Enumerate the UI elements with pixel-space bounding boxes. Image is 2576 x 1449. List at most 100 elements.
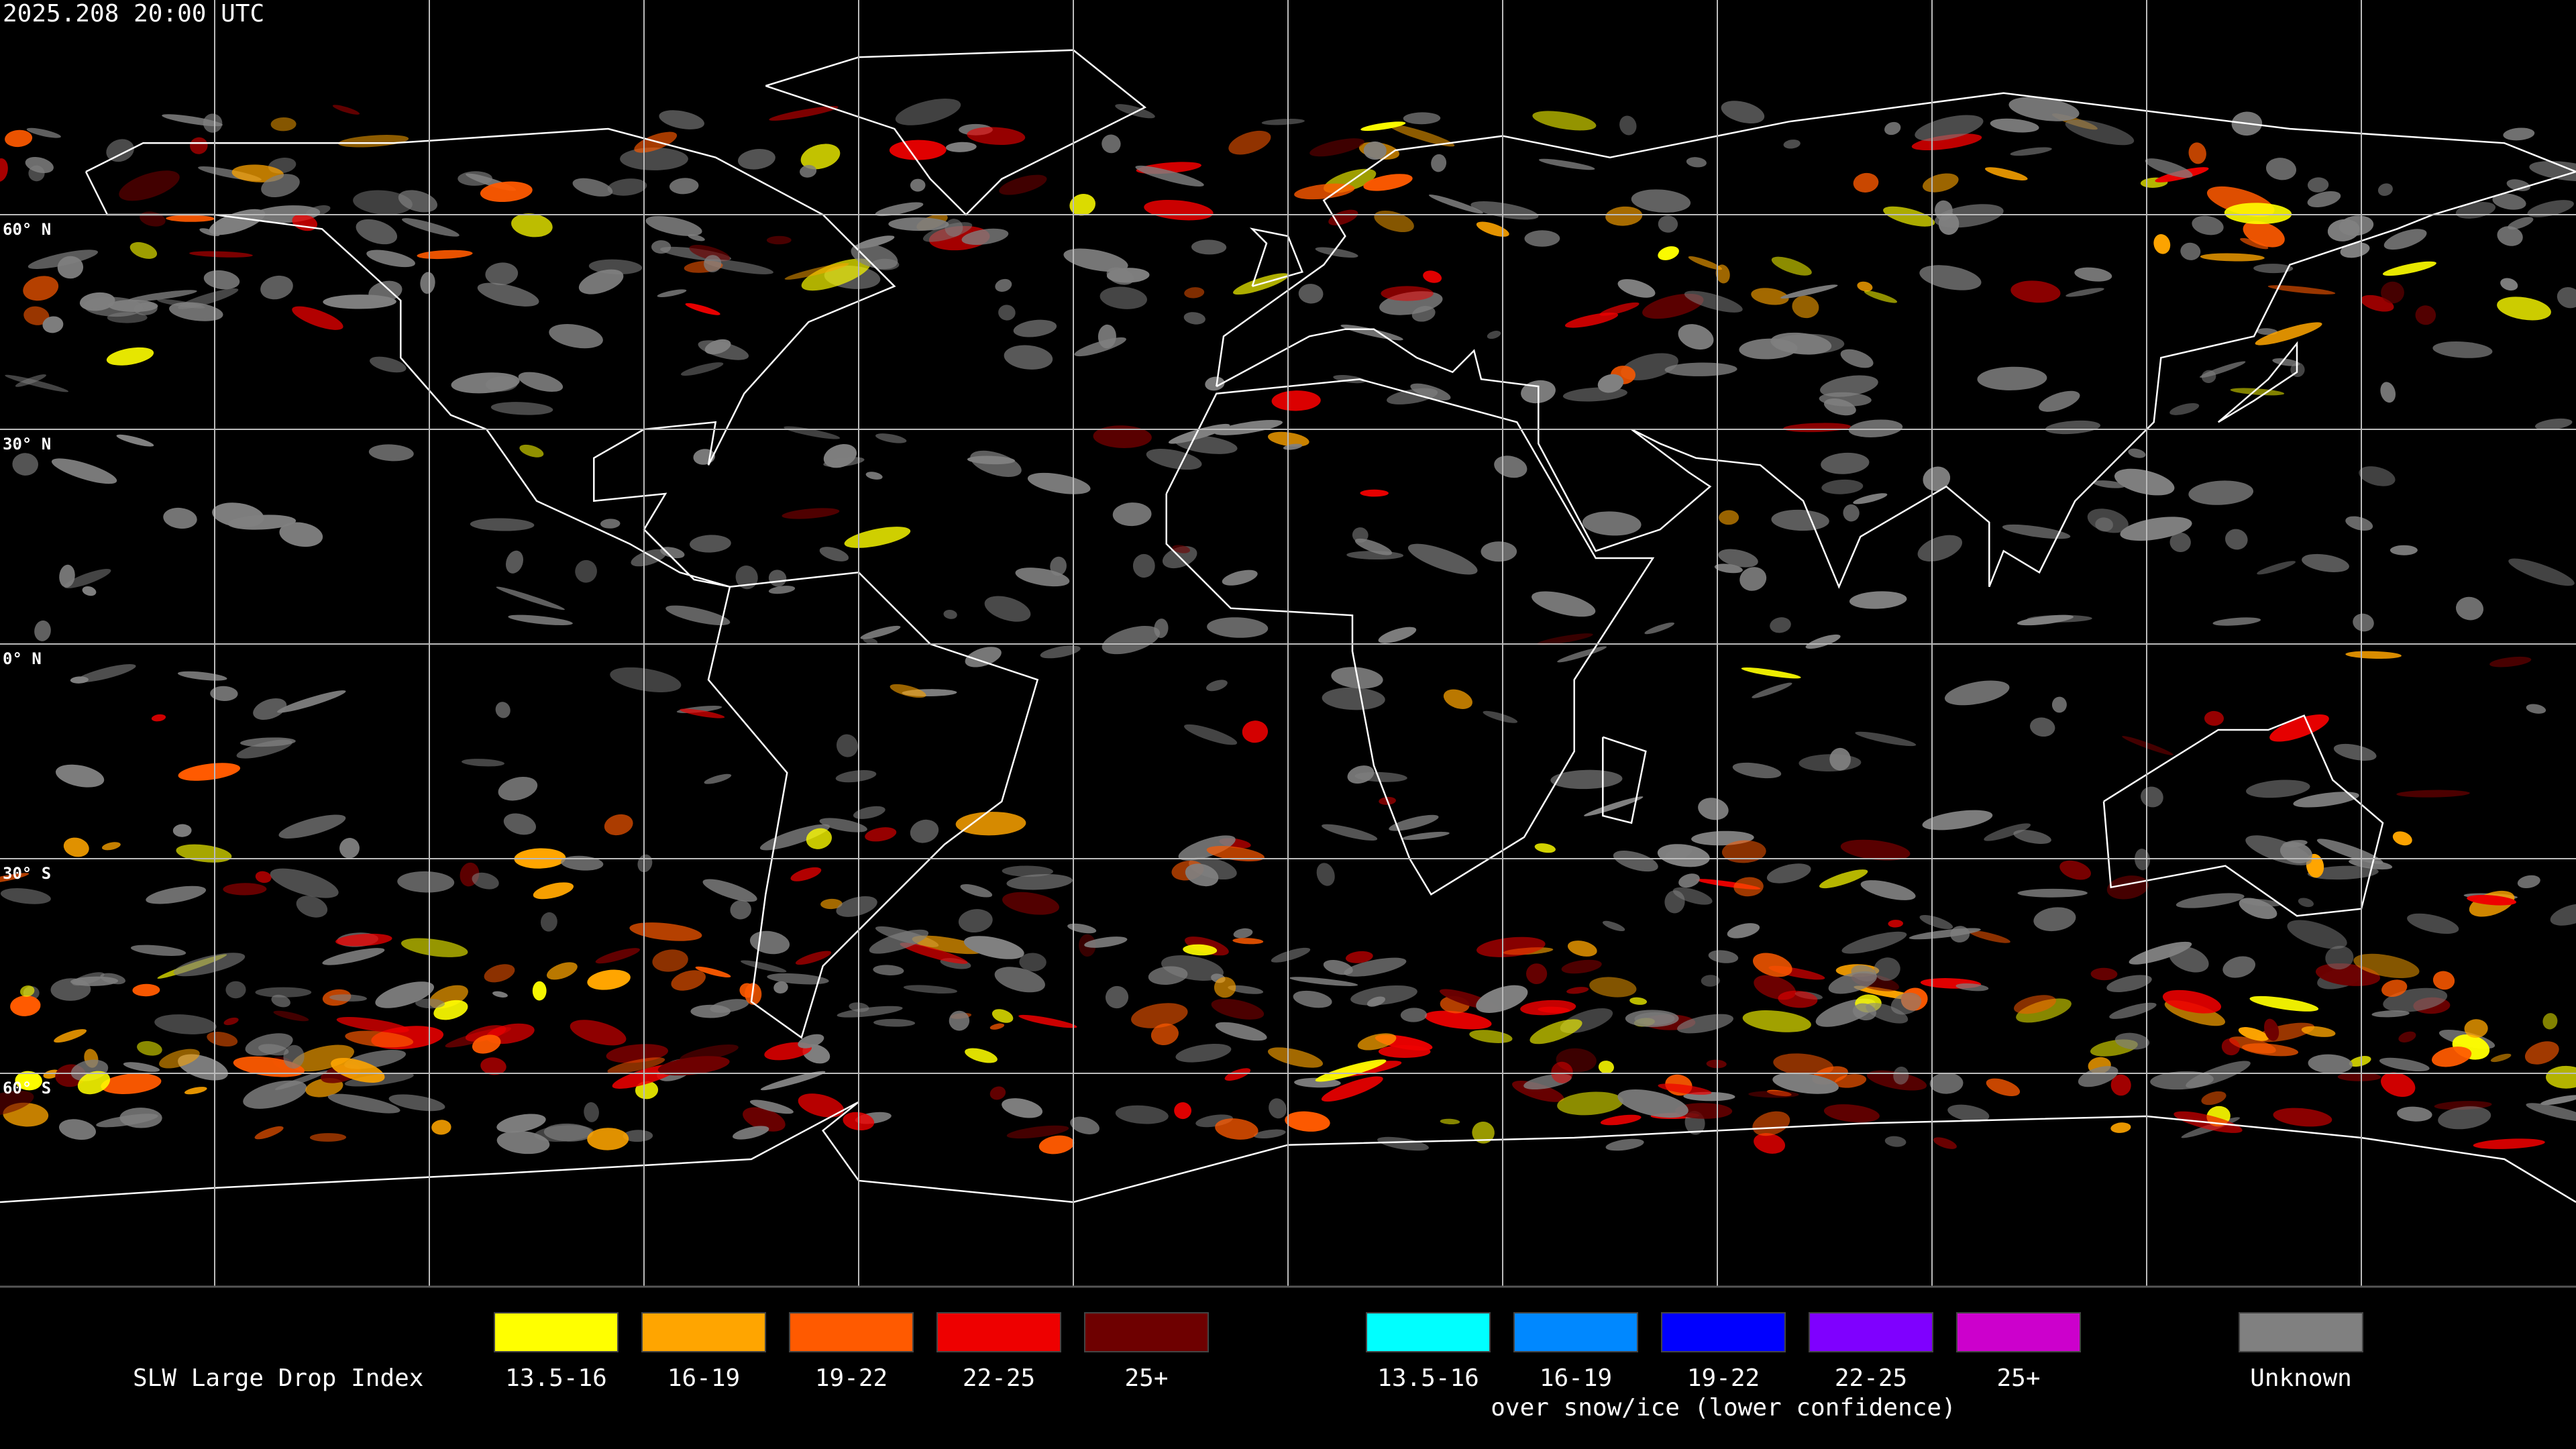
cloud-patch xyxy=(2381,979,2408,998)
cloud-patch xyxy=(480,181,533,203)
cloud-patch xyxy=(2188,142,2206,164)
cloud-patch xyxy=(116,434,154,447)
cloud-patch xyxy=(704,339,731,355)
cloud-patch xyxy=(1102,134,1121,154)
cloud-patch xyxy=(1027,472,1091,494)
cloud-patch xyxy=(1783,140,1801,149)
cloud-patch xyxy=(2359,466,2396,486)
cloud-patch xyxy=(1215,1118,1258,1140)
cloud-patch xyxy=(1664,362,1737,376)
cloud-patch xyxy=(1520,1000,1576,1016)
cloud-patch xyxy=(178,763,241,781)
cloud-patch xyxy=(2489,656,2532,667)
legend-swatch xyxy=(494,1312,619,1352)
cloud-patch xyxy=(2010,280,2061,303)
cloud-patch xyxy=(1146,449,1202,470)
cloud-patch xyxy=(2500,278,2518,291)
cloud-patch xyxy=(496,1114,546,1133)
cloud-patch xyxy=(107,312,148,323)
cloud-patch xyxy=(1374,210,1414,233)
cloud-patch xyxy=(2122,736,2174,755)
cloud-patch xyxy=(1672,887,1713,905)
cloud-patch xyxy=(1084,936,1128,948)
cloud-patch xyxy=(1411,306,1436,322)
cloud-patch xyxy=(2243,221,2285,248)
cloud-patch xyxy=(688,234,705,241)
cloud-patch xyxy=(875,433,907,443)
cloud-patch xyxy=(1018,1014,1077,1028)
cloud-patch xyxy=(1214,977,1236,998)
cloud-patch xyxy=(15,1071,42,1091)
cloud-patch xyxy=(137,1040,162,1056)
cloud-patch xyxy=(702,879,757,902)
cloud-patch xyxy=(1487,331,1501,339)
cloud-patch xyxy=(2245,835,2312,865)
cloud-patch xyxy=(984,596,1031,622)
cloud-patch xyxy=(278,814,346,839)
cloud-patch xyxy=(2257,561,2296,575)
cloud-patch xyxy=(1742,1010,1811,1032)
cloud-patch xyxy=(1944,680,2010,706)
cloud-patch xyxy=(1013,319,1057,337)
cloud-patch xyxy=(607,1057,665,1074)
coastline xyxy=(765,49,1147,216)
cloud-patch xyxy=(397,871,455,893)
cloud-patch xyxy=(784,263,849,280)
cloud-patch xyxy=(223,1017,239,1026)
cloud-patch xyxy=(889,140,947,160)
cloud-patch xyxy=(472,1034,501,1054)
cloud-patch xyxy=(339,838,360,859)
cloud-patch xyxy=(790,867,822,881)
cloud-patch xyxy=(1205,680,1228,692)
cloud-patch xyxy=(1792,295,1819,319)
cloud-patch xyxy=(508,614,573,625)
cloud-patch xyxy=(922,222,973,242)
cloud-patch xyxy=(1481,541,1517,562)
cloud-patch xyxy=(5,374,69,392)
cloud-patch xyxy=(532,981,547,1001)
cloud-patch xyxy=(2333,743,2377,761)
cloud-patch xyxy=(547,962,578,980)
cloud-patch xyxy=(961,228,1009,246)
cloud-patch xyxy=(1855,731,1917,747)
cloud-patch xyxy=(570,1020,627,1046)
cloud-patch xyxy=(844,527,911,548)
cloud-patch xyxy=(704,259,773,274)
cloud-patch xyxy=(1105,985,1129,1009)
cloud-patch xyxy=(863,637,878,645)
cloud-patch xyxy=(1840,839,1911,861)
cloud-patch xyxy=(1688,256,1723,270)
cloud-patch xyxy=(2526,1103,2576,1122)
cloud-patch xyxy=(236,739,292,759)
cloud-patch xyxy=(2192,215,2224,235)
legend-swatch xyxy=(936,1312,1061,1352)
cloud-patch xyxy=(255,987,312,998)
cloud-patch xyxy=(965,647,1002,667)
cloud-patch xyxy=(1132,553,1155,578)
cloud-patch xyxy=(2526,704,2546,714)
cloud-patch xyxy=(1557,1091,1623,1116)
cloud-patch xyxy=(431,1120,451,1135)
cloud-patch xyxy=(1070,1116,1099,1134)
cloud-patch xyxy=(1602,920,1625,932)
cloud-patch xyxy=(1658,1083,1712,1095)
cloud-patch xyxy=(1589,977,1637,998)
cloud-patch xyxy=(769,106,839,121)
cloud-patch xyxy=(1178,835,1236,861)
legend-swatch xyxy=(2239,1312,2363,1352)
cloud-patch xyxy=(2265,158,2297,180)
cloud-patch xyxy=(465,1025,506,1042)
cloud-patch xyxy=(1174,1102,1191,1120)
cloud-patch xyxy=(735,566,758,590)
cloud-patch xyxy=(1629,997,1648,1005)
cloud-patch xyxy=(1805,634,1841,649)
cloud-patch xyxy=(2212,617,2261,626)
cloud-patch xyxy=(1617,279,1656,298)
cloud-patch xyxy=(2337,1072,2381,1081)
cloud-patch xyxy=(760,1071,826,1091)
cloud-patch xyxy=(2095,517,2113,532)
cloud-patch xyxy=(1002,865,1053,877)
cloud-patch xyxy=(270,117,297,131)
cloud-patch xyxy=(2110,1122,2131,1133)
legend-label: 22-25 xyxy=(963,1364,1035,1392)
